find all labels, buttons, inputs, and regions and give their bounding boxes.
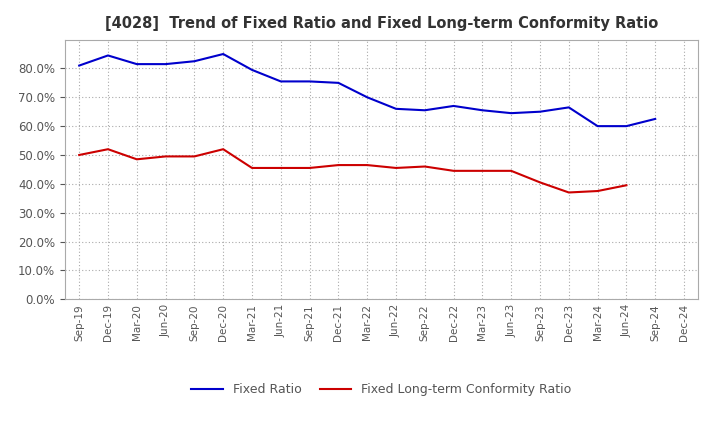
Legend: Fixed Ratio, Fixed Long-term Conformity Ratio: Fixed Ratio, Fixed Long-term Conformity …: [186, 378, 577, 401]
Fixed Long-term Conformity Ratio: [305, 165, 314, 171]
Fixed Long-term Conformity Ratio: [593, 188, 602, 194]
Fixed Long-term Conformity Ratio: [363, 162, 372, 168]
Fixed Ratio: [392, 106, 400, 111]
Fixed Ratio: [334, 80, 343, 85]
Fixed Long-term Conformity Ratio: [392, 165, 400, 171]
Fixed Long-term Conformity Ratio: [219, 147, 228, 152]
Fixed Ratio: [276, 79, 285, 84]
Fixed Long-term Conformity Ratio: [75, 152, 84, 158]
Fixed Long-term Conformity Ratio: [248, 165, 256, 171]
Fixed Ratio: [363, 95, 372, 100]
Fixed Ratio: [190, 59, 199, 64]
Fixed Ratio: [593, 124, 602, 129]
Fixed Ratio: [248, 67, 256, 73]
Fixed Ratio: [75, 63, 84, 68]
Fixed Ratio: [622, 124, 631, 129]
Fixed Long-term Conformity Ratio: [104, 147, 112, 152]
Fixed Ratio: [104, 53, 112, 58]
Fixed Ratio: [651, 116, 660, 121]
Fixed Ratio: [305, 79, 314, 84]
Fixed Ratio: [564, 105, 573, 110]
Fixed Ratio: [507, 110, 516, 116]
Fixed Long-term Conformity Ratio: [622, 183, 631, 188]
Fixed Ratio: [449, 103, 458, 109]
Fixed Long-term Conformity Ratio: [190, 154, 199, 159]
Fixed Long-term Conformity Ratio: [334, 162, 343, 168]
Fixed Ratio: [420, 108, 429, 113]
Title: [4028]  Trend of Fixed Ratio and Fixed Long-term Conformity Ratio: [4028] Trend of Fixed Ratio and Fixed Lo…: [105, 16, 658, 32]
Fixed Long-term Conformity Ratio: [478, 168, 487, 173]
Fixed Long-term Conformity Ratio: [276, 165, 285, 171]
Fixed Ratio: [132, 62, 141, 67]
Fixed Long-term Conformity Ratio: [564, 190, 573, 195]
Fixed Long-term Conformity Ratio: [536, 180, 544, 185]
Fixed Ratio: [161, 62, 170, 67]
Fixed Ratio: [478, 108, 487, 113]
Fixed Long-term Conformity Ratio: [507, 168, 516, 173]
Line: Fixed Long-term Conformity Ratio: Fixed Long-term Conformity Ratio: [79, 149, 626, 192]
Fixed Long-term Conformity Ratio: [449, 168, 458, 173]
Line: Fixed Ratio: Fixed Ratio: [79, 54, 655, 126]
Fixed Ratio: [536, 109, 544, 114]
Fixed Ratio: [219, 51, 228, 57]
Fixed Long-term Conformity Ratio: [161, 154, 170, 159]
Fixed Long-term Conformity Ratio: [132, 157, 141, 162]
Fixed Long-term Conformity Ratio: [420, 164, 429, 169]
